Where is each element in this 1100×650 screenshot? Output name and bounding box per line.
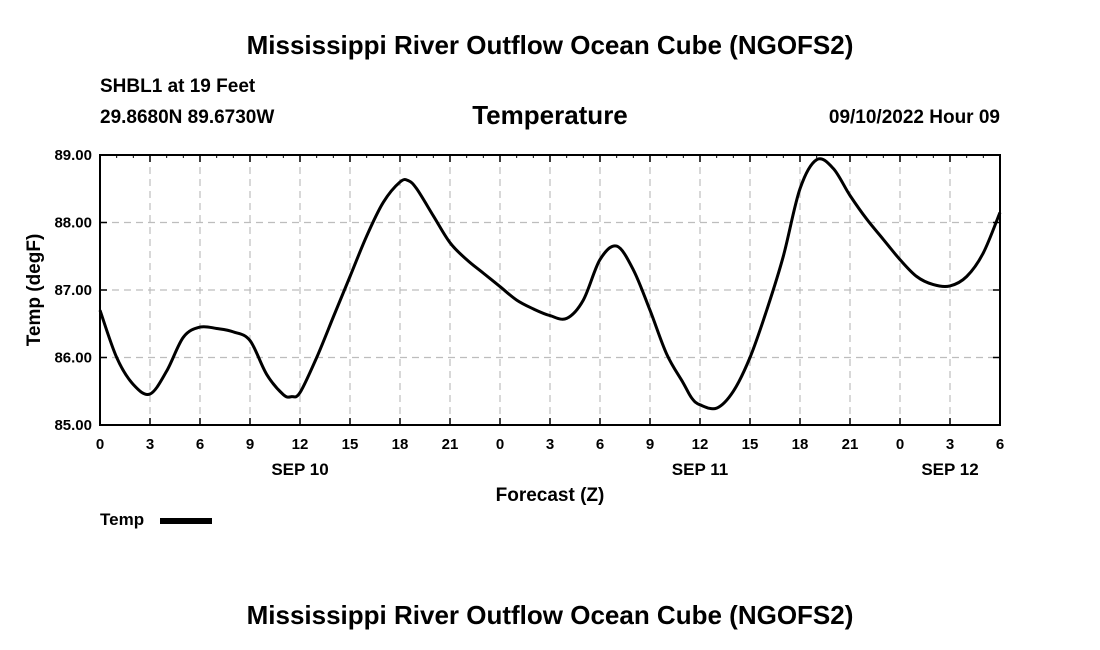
x-tick-label: 21 bbox=[842, 436, 859, 453]
x-tick-label: 9 bbox=[246, 436, 254, 453]
y-tick-label: 88.00 bbox=[54, 215, 92, 232]
y-axis-label: Temp (degF) bbox=[24, 234, 45, 347]
x-tick-label: 0 bbox=[496, 436, 504, 453]
x-tick-label: 0 bbox=[96, 436, 104, 453]
x-tick-label: 6 bbox=[596, 436, 604, 453]
x-tick-label: 15 bbox=[742, 436, 759, 453]
forecast-datetime: 09/10/2022 Hour 09 bbox=[828, 107, 1000, 128]
legend-label: Temp bbox=[100, 510, 145, 529]
page-title: Mississippi River Outflow Ocean Cube (NG… bbox=[246, 30, 854, 60]
x-tick-label: 12 bbox=[292, 436, 309, 453]
x-axis-label: Forecast (Z) bbox=[496, 485, 605, 506]
x-tick-label: 15 bbox=[342, 436, 359, 453]
x-tick-label: 3 bbox=[946, 436, 954, 453]
footer-title: Mississippi River Outflow Ocean Cube (NG… bbox=[246, 600, 854, 630]
station-label: SHBL1 at 19 Feet bbox=[100, 76, 256, 97]
y-tick-label: 86.00 bbox=[54, 350, 92, 367]
y-tick-label: 85.00 bbox=[54, 417, 92, 434]
x-tick-label: 3 bbox=[146, 436, 154, 453]
station-coordinates: 29.8680N 89.6730W bbox=[100, 107, 275, 128]
temp-series-line bbox=[98, 157, 1002, 411]
x-tick-label: 3 bbox=[546, 436, 554, 453]
axes: 0 3 6 9 12 15 18 21 0 3 6 9 12 15 18 21 0 3 6 85.00 86.00 87.… bbox=[54, 147, 1004, 479]
x-tick-label: 18 bbox=[792, 436, 809, 453]
day-label: SEP 11 bbox=[672, 460, 728, 479]
day-label: SEP 10 bbox=[271, 460, 328, 479]
x-tick-label: 21 bbox=[442, 436, 459, 453]
x-tick-label: 6 bbox=[196, 436, 204, 453]
grid-lines bbox=[100, 155, 1000, 425]
x-tick-label: 18 bbox=[392, 436, 409, 453]
legend-swatch bbox=[160, 518, 212, 524]
x-tick-label: 0 bbox=[896, 436, 904, 453]
y-tick-label: 87.00 bbox=[54, 282, 92, 299]
x-tick-label: 6 bbox=[996, 436, 1004, 453]
x-tick-label: 9 bbox=[646, 436, 654, 453]
series-layer bbox=[98, 157, 1002, 411]
chart-variable-title: Temperature bbox=[472, 100, 628, 130]
day-label: SEP 12 bbox=[921, 460, 978, 479]
y-tick-label: 89.00 bbox=[54, 147, 92, 164]
x-tick-label: 12 bbox=[692, 436, 709, 453]
